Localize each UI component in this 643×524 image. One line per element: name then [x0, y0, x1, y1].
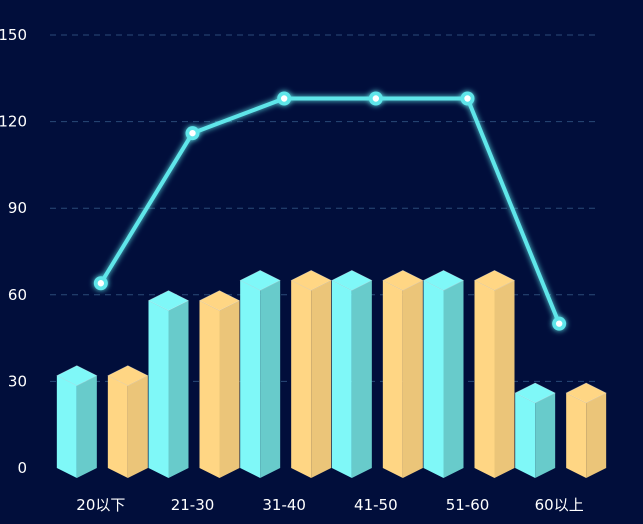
bar-face-right [260, 280, 281, 478]
bar-face-left [474, 280, 495, 478]
bar-face-left [240, 280, 261, 478]
bar-face-right [402, 280, 423, 478]
line-point-3 [368, 91, 383, 106]
line-point-4 [460, 91, 475, 106]
bar-1-4 [473, 270, 516, 478]
bar-face-top [514, 382, 556, 404]
line-point-inner [97, 280, 105, 287]
bar-face-top [56, 365, 98, 386]
line-path [99, 96, 562, 325]
bar-face-top [198, 290, 241, 311]
x-tick-label: 51-60 [446, 496, 490, 514]
bar-face-left [423, 280, 444, 478]
x-tick-label: 60以上 [535, 496, 584, 514]
x-tick-label: 20以下 [76, 496, 125, 514]
bar-face-top [565, 382, 607, 404]
bar-face-top [147, 290, 190, 311]
x-tick-label: 31-40 [262, 496, 306, 514]
line-point-inner [464, 95, 471, 102]
bar-face-right [168, 300, 189, 478]
y-tick-label: 60 [8, 286, 27, 304]
bars [56, 270, 607, 478]
bar-1-1 [198, 290, 241, 478]
bar-1-2 [290, 270, 332, 478]
bar-face-right [586, 392, 607, 478]
line-point-2 [277, 91, 292, 106]
bar-face-left [291, 280, 312, 478]
bar-face-top [290, 270, 332, 291]
bar-1-0 [107, 365, 149, 478]
bar-face-left [566, 392, 587, 478]
bar-0-1 [147, 290, 190, 478]
bar-1-5 [565, 382, 607, 478]
x-axis-ticks: 20以下 21-30 31-40 41-50 51-60 60以上 [76, 496, 583, 514]
bar-face-left [107, 375, 128, 478]
bar-face-right [494, 280, 515, 478]
bar-face-right [127, 375, 148, 478]
bar-face-top [422, 270, 465, 291]
line-point-5 [552, 316, 567, 331]
y-tick-label: 90 [8, 199, 27, 217]
bar-face-left [331, 280, 352, 478]
line-point-inner [280, 95, 288, 102]
bar-face-top [473, 270, 516, 291]
bar-face-left [148, 300, 169, 478]
bar-face-left [199, 300, 220, 478]
bar-face-left [515, 392, 536, 478]
bar-face-top [331, 270, 373, 291]
y-axis-ticks: 0 30 60 90 120 150 [0, 26, 27, 477]
bar-face-right [535, 392, 556, 478]
bar-face-top [239, 270, 281, 291]
bar-0-3 [331, 270, 373, 478]
bar-face-right [311, 280, 332, 478]
bar-face-right [76, 375, 97, 478]
line-point-0 [93, 276, 108, 291]
line-point-inner [372, 95, 380, 102]
bar-face-right [351, 280, 372, 478]
y-tick-label: 0 [17, 459, 27, 477]
bar-face-top [107, 365, 149, 386]
line-point-inner [555, 320, 563, 327]
y-tick-label: 150 [0, 26, 27, 44]
bar-1-3 [382, 270, 424, 478]
bar-0-2 [239, 270, 281, 478]
bar-0-0 [56, 365, 98, 478]
bar-face-right [443, 280, 464, 478]
y-tick-label: 120 [0, 113, 27, 131]
line-point-1 [185, 126, 200, 141]
y-tick-label: 30 [8, 372, 27, 390]
bar-face-left [382, 280, 403, 478]
bar-face-right [219, 300, 240, 478]
x-tick-label: 21-30 [171, 496, 215, 514]
bar-0-4 [422, 270, 465, 478]
line-series [93, 91, 567, 331]
bar-face-top [382, 270, 424, 291]
bar-face-left [56, 375, 77, 478]
bar-0-5 [514, 382, 556, 478]
x-tick-label: 41-50 [354, 496, 398, 514]
line-point-inner [189, 129, 196, 137]
